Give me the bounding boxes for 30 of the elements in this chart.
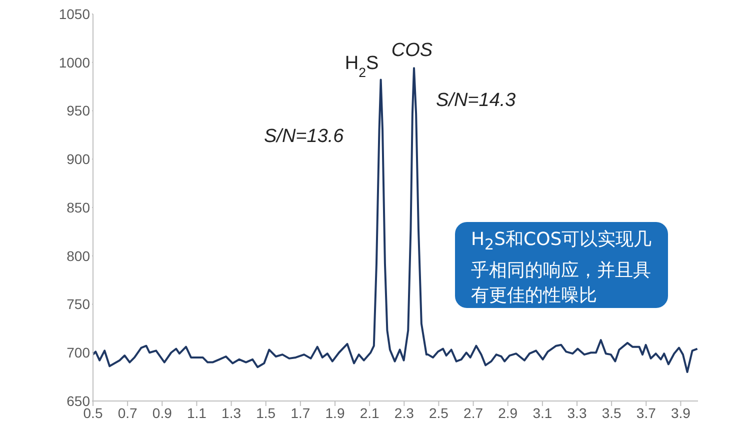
annotation: H$_{2}$S和COS可以实现几乎相同的响应，并且具有更佳的性噪比	[455, 222, 668, 308]
y-tick-label: 900	[66, 151, 90, 168]
y-tick-label: 1050	[58, 6, 90, 22]
x-tick-label: 3.5	[602, 404, 622, 421]
x-tick-label: 0.9	[152, 404, 172, 421]
x-tick-label: 2.3	[394, 404, 414, 421]
x-tick-label: 2.1	[360, 404, 380, 421]
y-tick-label: 950	[66, 102, 90, 119]
x-tick-label: 1.3	[222, 404, 242, 421]
annotation: H$_{2}$S	[344, 52, 379, 80]
x-tick-label: 1.1	[186, 404, 207, 421]
x-tick-label: 1.5	[256, 404, 276, 421]
annotation: COS	[391, 40, 433, 62]
x-tick-label: 1.7	[290, 404, 310, 421]
x-tick-label: 2.7	[464, 404, 484, 421]
y-tick-label: 750	[66, 296, 90, 312]
y-tick-label: 850	[66, 199, 90, 216]
y-tick-label: 1000	[58, 54, 90, 70]
y-tick-label: 700	[66, 344, 90, 361]
x-tick-label: 3.7	[636, 404, 656, 421]
x-tick-label: 3.3	[567, 404, 587, 421]
x-tick-label: 2.9	[498, 404, 518, 421]
x-tick-label: 1.9	[325, 404, 345, 421]
x-tick-label: 3.1	[532, 404, 552, 421]
annotation: S/N=14.3	[436, 90, 516, 112]
x-tick-label: 3.9	[670, 404, 691, 421]
annotation: S/N=13.6	[264, 126, 344, 148]
x-tick-label: 2.5	[428, 404, 449, 421]
y-tick-label: 800	[66, 248, 90, 264]
x-tick-label: 0.7	[118, 404, 138, 421]
